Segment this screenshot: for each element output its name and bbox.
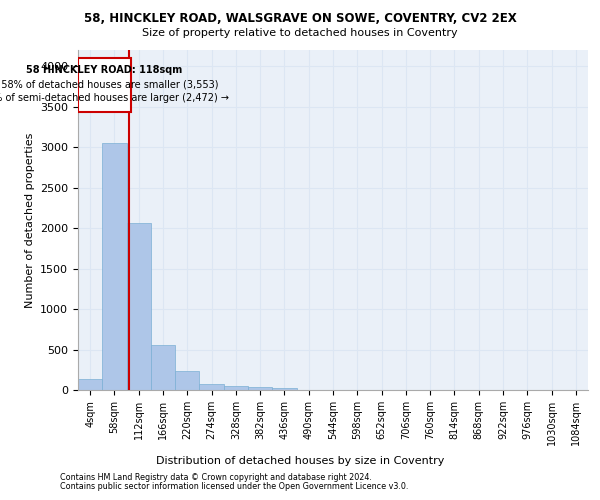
Text: Distribution of detached houses by size in Coventry: Distribution of detached houses by size … [156, 456, 444, 466]
Bar [272, 388, 296, 390]
Text: 58, HINCKLEY ROAD, WALSGRAVE ON SOWE, COVENTRY, CV2 2EX: 58, HINCKLEY ROAD, WALSGRAVE ON SOWE, CO… [83, 12, 517, 26]
Text: 41% of semi-detached houses are larger (2,472) →: 41% of semi-detached houses are larger (… [0, 93, 229, 103]
Bar [224, 386, 248, 390]
Text: 58 HINCKLEY ROAD: 118sqm: 58 HINCKLEY ROAD: 118sqm [26, 66, 183, 76]
Text: Size of property relative to detached houses in Coventry: Size of property relative to detached ho… [142, 28, 458, 38]
Bar [78, 378, 102, 390]
Text: Contains HM Land Registry data © Crown copyright and database right 2024.: Contains HM Land Registry data © Crown c… [60, 474, 372, 482]
Y-axis label: Number of detached properties: Number of detached properties [25, 132, 35, 308]
Bar [102, 143, 127, 390]
Bar [248, 387, 272, 390]
Text: Contains public sector information licensed under the Open Government Licence v3: Contains public sector information licen… [60, 482, 409, 491]
Bar [199, 384, 224, 390]
FancyBboxPatch shape [78, 58, 131, 112]
Bar [175, 371, 199, 390]
Text: ← 58% of detached houses are smaller (3,553): ← 58% of detached houses are smaller (3,… [0, 79, 219, 89]
Bar [151, 344, 175, 390]
Bar [127, 223, 151, 390]
